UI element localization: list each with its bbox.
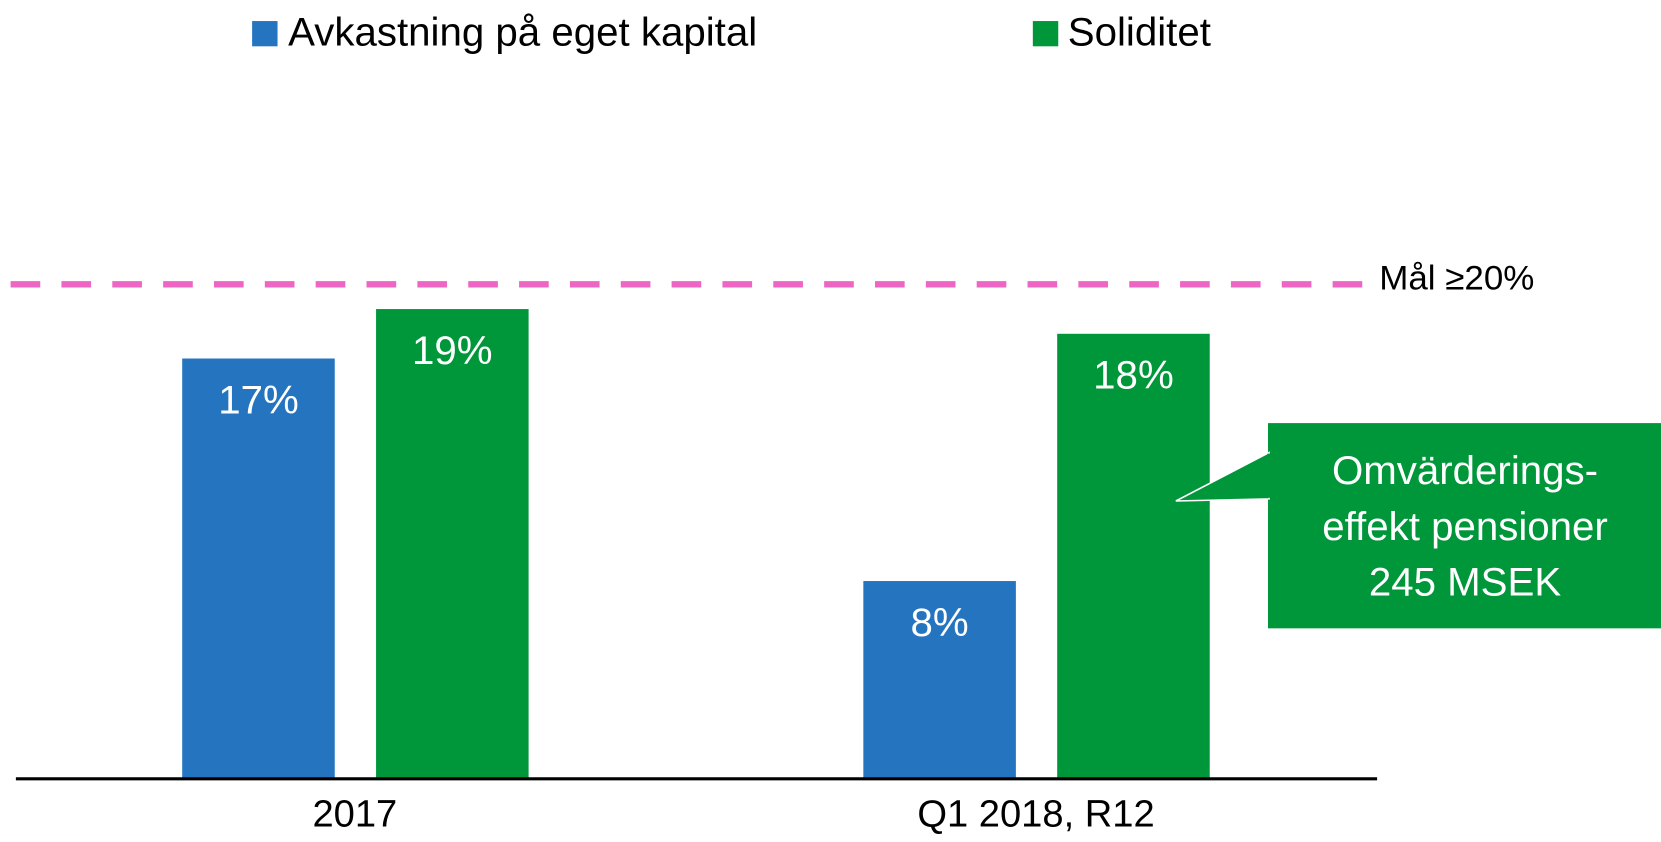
legend-swatch <box>252 21 278 47</box>
data-label: 18% <box>1093 353 1174 398</box>
data-label: 19% <box>412 328 493 373</box>
target-label: Mål ≥20% <box>1379 258 1534 297</box>
bar <box>182 358 335 779</box>
legend-label: Soliditet <box>1068 9 1211 54</box>
bar <box>1057 333 1210 779</box>
callout-text: effekt pensioner <box>1322 504 1608 549</box>
legend-label: Avkastning på eget kapital <box>288 9 757 54</box>
x-tick-label: Q1 2018, R12 <box>917 794 1154 836</box>
data-label: 17% <box>218 377 299 422</box>
callout-box <box>1267 423 1661 629</box>
data-label: 8% <box>911 600 969 645</box>
legend-swatch <box>1032 21 1059 47</box>
bar <box>863 581 1016 779</box>
x-tick-label: 2017 <box>312 794 397 836</box>
callout-text: 245 MSEK <box>1369 560 1562 605</box>
callout-text: Omvärderings- <box>1332 448 1598 493</box>
bar <box>376 309 529 779</box>
